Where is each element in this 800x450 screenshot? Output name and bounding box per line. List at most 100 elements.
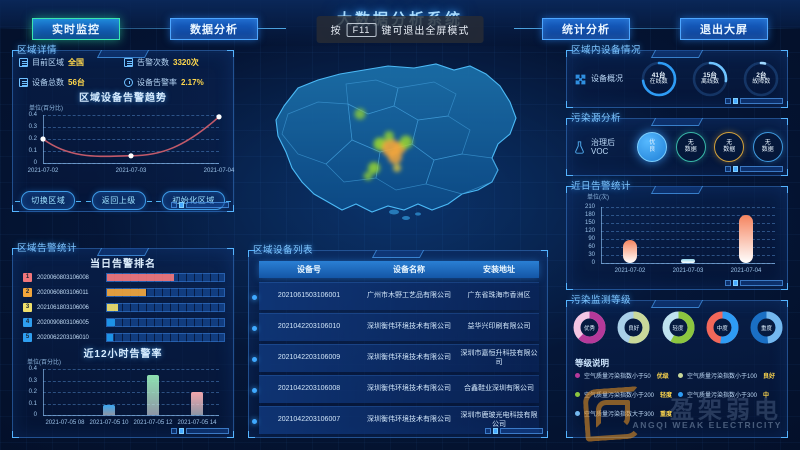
rank-device-id: 2021061803106006 (37, 304, 89, 311)
bubble-line1: 无 (764, 140, 771, 147)
gauge-value: 41台 (651, 72, 666, 80)
rank-panel-scrollbar[interactable] (171, 428, 229, 434)
guangdong-map[interactable] (248, 44, 548, 244)
cell-install-address: 益华兴印刷有限公司 (467, 323, 531, 331)
legend-level: 轻度 (660, 393, 673, 399)
region-panel-scrollbar[interactable] (171, 202, 229, 208)
map-province-shape (275, 63, 517, 220)
legend-text: 空气质量污染指数小于100 (687, 374, 758, 380)
table-row[interactable]: 2021042203106007 深圳衡伟环境技术有限公司 深圳市鹿玻光电科技有限公… (252, 406, 539, 434)
cell-install-address: 广东省珠海市香洲区 (467, 292, 531, 300)
puzzle-icon (574, 73, 587, 86)
pollution-bubble[interactable]: 无数据 (675, 132, 706, 162)
pollution-source-panel: 污染源分析 治理后 VOC 优良无数据无数据无数据 (566, 113, 788, 176)
table-row: 5 2020062203106010 (23, 331, 225, 344)
cell-device-no: 2021042203106007 (277, 416, 341, 424)
row-marker-dot (252, 388, 257, 393)
level-donut: 良好 (617, 311, 650, 344)
device-status-scrollbar[interactable] (725, 98, 783, 104)
donut-svg (706, 311, 739, 344)
table-row[interactable]: 2021042203106010 深圳衡伟环境技术有限公司 益华兴印刷有限公司 (252, 313, 539, 341)
rank-number: 1 (23, 273, 32, 282)
nav-exit-bigscreen[interactable]: 退出大屏 (680, 18, 768, 40)
y-tick-label: 0 (33, 160, 37, 166)
legend-text: 空气质量污染指数大于300 (584, 412, 655, 418)
y-tick-label: 0.4 (28, 366, 37, 372)
nav-statistics-analysis[interactable]: 统计分析 (542, 18, 630, 40)
bar (681, 259, 695, 263)
donut-svg (573, 311, 606, 344)
device-gauges: 41台 在线数 15台 离线数 2台 故障数 (633, 59, 787, 99)
stat-current-region: 目前区域 全国 (19, 57, 124, 68)
region-detail-panel: 区域详情 目前区域 全国 告警次数 3320次 设备总数 56台 设备告警率 2… (12, 45, 235, 212)
pollution-bubble[interactable]: 无数据 (752, 132, 783, 162)
return-parent-button[interactable]: 返回上级 (85, 191, 152, 210)
cell-device-no: 2021042203106010 (277, 323, 341, 331)
alarm-ranking-title: 区域告警统计 (17, 243, 78, 254)
legend-bullet (575, 392, 580, 397)
donut-svg (750, 311, 783, 344)
cell-device-no: 2021061503106001 (277, 292, 341, 300)
donut-label: 重度 (760, 325, 772, 332)
alarm-rate-ylabel: 单位(百分比) (27, 360, 61, 366)
y-tick-label: 120 (584, 228, 595, 234)
donut-label: 中度 (716, 325, 728, 332)
x-axis (601, 263, 775, 264)
y-tick-label: 90 (588, 236, 595, 242)
y-axis (43, 369, 44, 415)
switch-region-button[interactable]: 切换区域 (15, 191, 82, 210)
nav-realtime-monitor[interactable]: 实时监控 (32, 18, 120, 40)
pollution-bubble[interactable]: 无数据 (714, 132, 745, 162)
region-button-row: 切换区域 返回上级 初始化区域 (13, 191, 233, 210)
region-detail-title: 区域详情 (17, 45, 58, 56)
x-tick-label: 2021-07-05 10 (89, 420, 129, 426)
line-series (40, 114, 222, 159)
table-row[interactable]: 2021061503106001 广州市木野工艺品有限公司 广东省珠海市香洲区 (252, 282, 539, 310)
region-trend-chart: 0.4 0.3 0.2 0.1 0 2021-07-02 2021-07-03 2021-07… (13, 109, 235, 185)
region-stats-grid: 目前区域 全国 告警次数 3320次 设备总数 56台 设备告警率 2.17% (19, 57, 229, 88)
recent-alarm-scrollbar[interactable] (725, 280, 783, 286)
map-heat-points (354, 108, 413, 181)
recent-alarm-ylabel: 单位(次) (587, 195, 609, 201)
rank-number: 3 (23, 303, 32, 312)
cell-device-no: 2021042203106009 (277, 354, 341, 362)
device-gauge: 2台 故障数 (741, 59, 781, 99)
stat-label: 设备总数 (32, 78, 64, 87)
stat-label: 告警次数 (137, 58, 169, 67)
rank-bar-track (106, 303, 225, 312)
device-gauge: 41台 在线数 (639, 59, 679, 99)
bar (147, 374, 159, 415)
x-tick-label: 2021-07-03 (672, 268, 704, 274)
table-row[interactable]: 2021042203106008 深圳衡伟环境技术有限公司 合鑫鞋业深圳有限公司 (252, 375, 539, 403)
alarm-ranking-panel: 区域告警统计 当日告警排名 1 2020060803106008 2 20200608… (12, 243, 234, 438)
donut-svg (662, 311, 694, 344)
rank-bar-fill (107, 319, 116, 326)
level-donuts: 优秀 良好 轻度 中度 重度 (573, 311, 783, 344)
rank-number: 5 (23, 333, 32, 342)
pollution-scrollbar[interactable] (725, 166, 783, 172)
legend-item: 空气质量污染指数大于300 重度 (575, 409, 678, 418)
rank-bar-track (106, 318, 225, 327)
donut-svg (617, 311, 650, 344)
rank-bar-fill (107, 334, 113, 341)
list-icon (19, 58, 28, 67)
grid-line (43, 392, 219, 393)
alarm-rate-chart-title: 近12小时告警率 (83, 349, 163, 360)
device-list-scrollbar[interactable] (485, 428, 543, 434)
pollution-bubble[interactable]: 优良 (637, 132, 668, 162)
rank-bar-fill (107, 289, 146, 296)
device-status-title: 区域内设备情况 (571, 45, 642, 56)
legend-text: 空气质量污染指数小于200 (584, 393, 655, 399)
donut-center: 中度 (713, 319, 731, 336)
cell-install-address: 深圳市鹿玻光电科技有限公司 (460, 411, 538, 428)
voc-line1: 治理后 (591, 137, 615, 147)
y-tick-label: 0.3 (28, 124, 37, 130)
rank-device-id: 2020062203106010 (37, 334, 89, 341)
bar (191, 392, 203, 415)
stat-label: 目前区域 (32, 58, 64, 67)
table-row[interactable]: 2021042203106009 深圳衡伟环境技术有限公司 深圳市嘉恒升科技有限公司 (252, 344, 539, 372)
map-svg (275, 63, 517, 220)
grid-line (43, 139, 219, 140)
nav-data-analysis[interactable]: 数据分析 (170, 18, 258, 40)
cell-device-name: 深圳衡伟环境技术有限公司 (367, 323, 451, 331)
